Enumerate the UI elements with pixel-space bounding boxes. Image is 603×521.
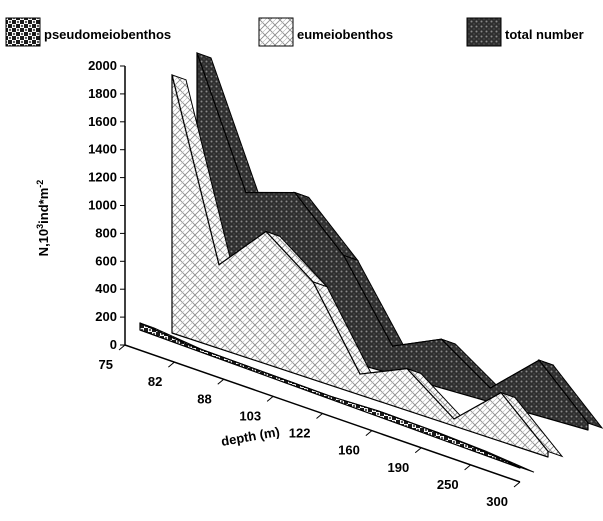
legend-label-total-number: total number [505,27,584,42]
y-tick-label: 1000 [88,198,117,213]
depth-tick-mark [118,344,126,351]
data-point-pseudomeiobenthos-160 [376,410,379,412]
data-point-eumeiobenthos-190 [453,418,455,420]
depth-tick-mark [266,395,274,402]
y-axis-title: N,103ind*m-2 [35,180,51,257]
y-tick-label: 1600 [88,114,117,129]
data-point-eumeiobenthos-103 [312,281,314,283]
legend-swatch-pseudomeiobenthos [5,17,41,47]
data-point-pseudomeiobenthos-82 [186,343,189,346]
y-tick-label: 2000 [88,58,117,73]
depth-tick-label: 122 [289,426,311,441]
depth-tick-mark [217,378,225,385]
data-point-eumeiobenthos-300 [547,450,549,453]
plot-ribbons [139,52,603,473]
y-tick-labels: 0 200 400 600 800 1000 1200 1400 1600 1800 2000 [88,58,125,352]
depth-tick-label: 103 [239,408,261,423]
depth-tick-label: 88 [197,391,211,406]
depth-tick-mark [365,430,373,437]
y-tick-label: 600 [95,253,117,268]
y-tick-label: 1400 [88,142,117,157]
data-point-pseudomeiobenthos-103 [281,378,284,380]
x-axis-title: depth (m) [220,424,281,449]
depth-tick-label: 300 [486,494,508,509]
legend-label-pseudomeiobenthos: pseudomeiobenthos [44,27,171,42]
y-tick-label: 0 [110,337,117,352]
series-ribbon-eumeiobenthos [171,74,549,458]
legend-swatch-eumeiobenthos [258,17,294,47]
depth-axis: 75 82 88 103 122 160 190 250 300 [99,344,521,509]
data-point-pseudomeiobenthos-88 [234,361,236,363]
depth-tick-label: 250 [437,477,459,492]
data-point-total-number-75 [196,52,198,54]
depth-tick-mark [513,481,521,488]
data-point-total-number-82 [245,191,247,194]
data-point-total-number-88 [294,191,296,194]
y-tick-label: 400 [95,281,117,296]
y-tick-label: 1200 [88,170,117,185]
legend-swatch-total-number [466,17,502,47]
data-point-eumeiobenthos-160 [406,368,408,370]
data-point-eumeiobenthos-82 [218,264,220,266]
depth-tick-label: 160 [338,443,360,458]
y-tick-label: 200 [95,309,117,324]
data-point-pseudomeiobenthos-190 [424,427,426,429]
depth-tick-mark [168,361,175,368]
data-point-eumeiobenthos-122 [359,373,361,375]
data-point-total-number-103 [343,254,345,256]
data-point-pseudomeiobenthos-300 [519,466,521,468]
data-point-pseudomeiobenthos-75 [139,322,141,324]
data-point-pseudomeiobenthos-250 [471,445,474,448]
y-tick-label: 800 [95,225,117,240]
data-point-eumeiobenthos-250 [500,392,502,394]
depth-tick-label: 75 [99,357,113,372]
data-point-pseudomeiobenthos-122 [329,395,331,397]
series-ribbon-pseudomeiobenthos [139,322,521,469]
depth-tick-mark [316,413,323,419]
y-tick-label: 1800 [88,86,117,101]
data-point-eumeiobenthos-75 [171,74,173,76]
depth-tick-label: 82 [148,374,162,389]
data-point-total-number-190 [489,387,491,389]
depth-tick-mark [464,464,471,471]
data-point-eumeiobenthos-88 [265,230,267,233]
data-point-total-number-300 [587,422,589,424]
legend: pseudomeiobenthos eumeiobenthos total nu… [5,17,584,47]
data-point-total-number-122 [391,345,394,347]
data-point-total-number-160 [440,338,442,340]
data-point-total-number-250 [538,359,540,361]
depth-tick-mark [414,447,422,454]
legend-label-eumeiobenthos: eumeiobenthos [297,27,393,42]
depth-tick-label: 190 [388,460,410,475]
